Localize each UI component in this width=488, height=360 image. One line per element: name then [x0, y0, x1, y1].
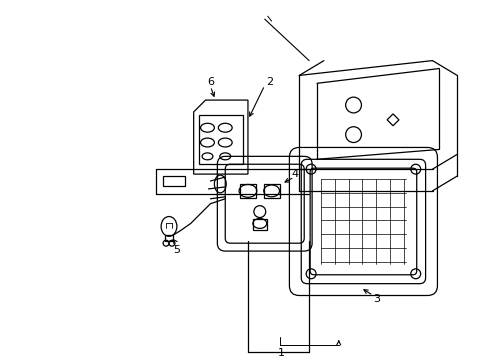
Bar — [165, 235, 173, 241]
Text: 1: 1 — [278, 348, 285, 358]
Text: 5: 5 — [173, 245, 180, 255]
Bar — [163, 176, 184, 186]
Text: 6: 6 — [206, 77, 214, 87]
Text: 4: 4 — [291, 169, 298, 179]
Bar — [263, 184, 279, 198]
Bar — [240, 184, 255, 198]
Text: 3: 3 — [372, 294, 379, 305]
Bar — [198, 115, 243, 164]
Bar — [252, 219, 266, 230]
Text: 2: 2 — [265, 77, 273, 87]
